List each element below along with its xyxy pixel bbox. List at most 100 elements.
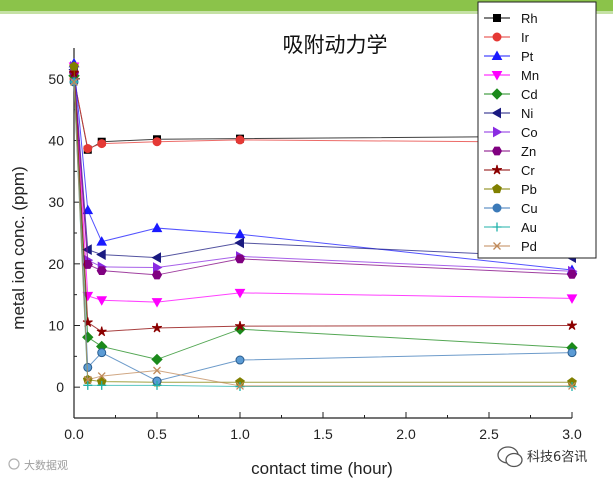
data-point-pt bbox=[82, 204, 94, 215]
data-point-pd bbox=[97, 372, 106, 381]
legend-marker-cd bbox=[491, 88, 503, 100]
legend-label: Cu bbox=[521, 201, 538, 216]
series-line-ir bbox=[73, 78, 573, 150]
y-tick-label: 0 bbox=[56, 379, 64, 395]
header-band bbox=[0, 0, 613, 11]
data-point-au bbox=[152, 380, 162, 390]
legend-item-mn: Mn bbox=[484, 68, 539, 83]
legend-marker-co bbox=[493, 126, 503, 138]
data-point-cu bbox=[97, 348, 107, 358]
legend-marker-au bbox=[492, 222, 502, 232]
legend-item-cu: Cu bbox=[484, 201, 538, 216]
legend-item-au: Au bbox=[484, 220, 537, 235]
data-point-cd bbox=[151, 353, 163, 366]
series-pd bbox=[70, 77, 576, 390]
data-point-co bbox=[153, 262, 163, 273]
legend-item-co: Co bbox=[484, 125, 538, 140]
legend-label: Au bbox=[521, 220, 537, 235]
series-line-ni bbox=[73, 69, 573, 259]
data-point-au bbox=[97, 380, 107, 390]
data-point-pt bbox=[151, 222, 163, 233]
data-point-cr bbox=[234, 320, 246, 331]
legend-marker-ir bbox=[492, 32, 502, 42]
y-tick-label: 30 bbox=[48, 194, 64, 210]
watermark-right: 科技6咨讯 bbox=[497, 446, 587, 468]
series-line-pt bbox=[73, 63, 573, 271]
x-axis-label: contact time (hour) bbox=[251, 459, 393, 478]
legend-marker-pb bbox=[492, 183, 502, 194]
header-band-light bbox=[0, 11, 613, 14]
legend-label: Pd bbox=[521, 239, 537, 254]
data-point-pt bbox=[234, 228, 246, 239]
legend-label: Rh bbox=[521, 11, 538, 26]
legend-label: Ir bbox=[521, 30, 530, 45]
data-point-zn bbox=[151, 270, 163, 280]
y-axis: 0 10 20 30 40 50 bbox=[48, 71, 80, 395]
data-point-pb bbox=[69, 61, 79, 71]
data-point-zn bbox=[96, 266, 107, 276]
data-point-mn bbox=[566, 294, 578, 304]
legend-item-pd: Pd bbox=[484, 239, 537, 254]
legend-marker-zn bbox=[491, 146, 503, 156]
data-point-cu bbox=[567, 348, 577, 358]
data-point-pd bbox=[153, 366, 161, 375]
data-point-pd bbox=[236, 381, 244, 390]
series-line-cr bbox=[73, 72, 573, 333]
watermark-logo-icon bbox=[8, 458, 20, 470]
series-line-zn bbox=[73, 72, 573, 276]
data-point-cd bbox=[82, 331, 94, 343]
wechat-icon bbox=[497, 446, 523, 468]
y-tick-label: 10 bbox=[48, 318, 64, 334]
x-tick-label: 2.5 bbox=[479, 426, 499, 442]
y-axis-label: metal ion conc. (ppm) bbox=[9, 166, 28, 329]
legend-item-cr: Cr bbox=[484, 163, 535, 178]
legend-item-pt: Pt bbox=[484, 49, 534, 64]
x-tick-label: 1.0 bbox=[230, 426, 250, 442]
legend-item-zn: Zn bbox=[484, 144, 536, 159]
data-point-zn bbox=[234, 254, 246, 264]
data-point-cd bbox=[234, 323, 246, 335]
legend-marker-pt bbox=[491, 50, 503, 60]
legend-label: Cr bbox=[521, 163, 535, 178]
data-point-pd bbox=[568, 381, 576, 390]
x-tick-label: 2.0 bbox=[396, 426, 416, 442]
data-point-au bbox=[83, 380, 93, 390]
legend-item-ir: Ir bbox=[484, 30, 530, 45]
legend-box bbox=[477, 1, 597, 259]
data-point-zn bbox=[566, 269, 578, 279]
legend-marker-pd bbox=[493, 242, 501, 250]
data-point-cr bbox=[96, 326, 107, 337]
legend-item-pb: Pb bbox=[484, 182, 537, 197]
x-axis: 0.0 0.5 1.0 1.5 2.0 2.5 3.0 bbox=[64, 412, 582, 442]
legend-label: Cd bbox=[521, 87, 538, 102]
x-tick-label: 0.5 bbox=[147, 426, 167, 442]
data-point-pt bbox=[96, 236, 108, 246]
legend-marker-cu bbox=[492, 203, 502, 213]
data-point-ni bbox=[234, 237, 244, 249]
chart-title: 吸附动力学 bbox=[283, 33, 388, 57]
watermark-left-text: 大数据观 bbox=[24, 458, 68, 472]
legend-item-rh: Rh bbox=[484, 11, 538, 26]
data-point-pd bbox=[83, 375, 92, 384]
data-point-ni bbox=[96, 249, 106, 260]
series-line-pd bbox=[73, 81, 572, 387]
data-point-ir bbox=[235, 135, 245, 145]
y-tick-label: 40 bbox=[48, 133, 64, 149]
series-line-cd bbox=[73, 75, 573, 360]
x-tick-label: 1.5 bbox=[313, 426, 333, 442]
legend: Rh Ir Pt Mn Cd Ni Co Zn Cr Pb Cu Au Pd bbox=[477, 1, 597, 259]
y-tick-label: 50 bbox=[48, 71, 64, 87]
data-point-mn bbox=[234, 288, 246, 299]
data-point-cr bbox=[82, 317, 93, 327]
data-point-cu bbox=[235, 355, 245, 365]
x-tick-label: 3.0 bbox=[562, 426, 582, 442]
legend-marker-rh bbox=[493, 14, 501, 22]
data-point-ir bbox=[83, 144, 93, 154]
legend-marker-mn bbox=[491, 71, 503, 81]
legend-label: Ni bbox=[521, 106, 533, 121]
legend-label: Mn bbox=[521, 68, 539, 83]
legend-label: Zn bbox=[521, 144, 536, 159]
watermark-right-text: 科技6咨讯 bbox=[527, 450, 587, 465]
data-point-cr bbox=[566, 320, 578, 330]
